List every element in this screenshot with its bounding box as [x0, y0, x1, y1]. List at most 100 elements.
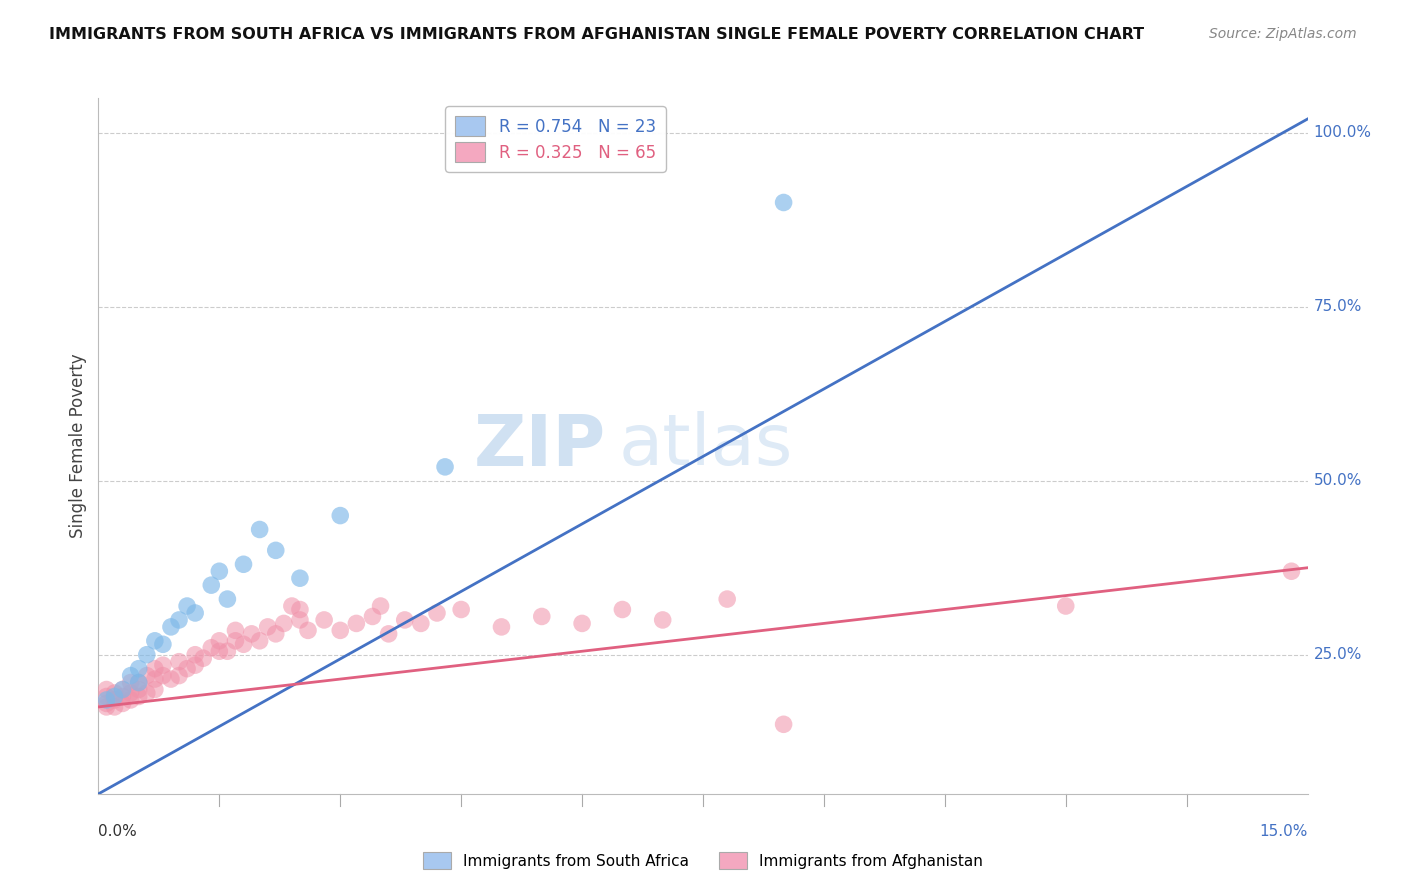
Point	[184, 606, 207, 620]
Point	[297, 624, 319, 638]
Point	[143, 672, 166, 686]
Point	[224, 633, 246, 648]
Point	[377, 627, 399, 641]
Point	[651, 613, 673, 627]
Point	[111, 697, 134, 711]
Point	[135, 686, 157, 700]
Point	[128, 662, 150, 676]
Text: IMMIGRANTS FROM SOUTH AFRICA VS IMMIGRANTS FROM AFGHANISTAN SINGLE FEMALE POVERT: IMMIGRANTS FROM SOUTH AFRICA VS IMMIGRAN…	[49, 27, 1144, 42]
Point	[111, 682, 134, 697]
Point	[103, 699, 125, 714]
Legend: Immigrants from South Africa, Immigrants from Afghanistan: Immigrants from South Africa, Immigrants…	[418, 846, 988, 875]
Point	[772, 195, 794, 210]
Point	[249, 523, 271, 537]
Point	[612, 602, 634, 616]
Point	[530, 609, 553, 624]
Point	[288, 602, 311, 616]
Point	[128, 682, 150, 697]
Point	[103, 693, 125, 707]
Text: 75.0%: 75.0%	[1313, 300, 1362, 314]
Point	[96, 682, 118, 697]
Point	[152, 637, 174, 651]
Point	[96, 699, 118, 714]
Point	[329, 508, 352, 523]
Text: 15.0%: 15.0%	[1260, 824, 1308, 839]
Point	[120, 675, 142, 690]
Point	[167, 655, 190, 669]
Point	[256, 620, 278, 634]
Point	[370, 599, 392, 613]
Point	[167, 668, 190, 682]
Point	[120, 693, 142, 707]
Point	[176, 662, 198, 676]
Point	[426, 606, 449, 620]
Point	[143, 662, 166, 676]
Point	[249, 633, 271, 648]
Text: 100.0%: 100.0%	[1313, 126, 1372, 140]
Point	[128, 675, 150, 690]
Point	[716, 592, 738, 607]
Point	[1054, 599, 1077, 613]
Point	[281, 599, 304, 613]
Text: ZIP: ZIP	[474, 411, 606, 481]
Point	[208, 564, 231, 578]
Point	[167, 613, 190, 627]
Point	[329, 624, 352, 638]
Point	[128, 675, 150, 690]
Text: 0.0%: 0.0%	[98, 824, 138, 839]
Point	[120, 686, 142, 700]
Point	[152, 668, 174, 682]
Text: atlas: atlas	[619, 411, 793, 481]
Y-axis label: Single Female Poverty: Single Female Poverty	[69, 354, 87, 538]
Point	[217, 644, 239, 658]
Point	[96, 693, 118, 707]
Legend: R = 0.754   N = 23, R = 0.325   N = 65: R = 0.754 N = 23, R = 0.325 N = 65	[446, 106, 666, 171]
Point	[152, 658, 174, 673]
Point	[103, 686, 125, 700]
Point	[208, 644, 231, 658]
Text: Source: ZipAtlas.com: Source: ZipAtlas.com	[1209, 27, 1357, 41]
Point	[200, 640, 222, 655]
Point	[217, 592, 239, 607]
Point	[264, 543, 287, 558]
Point	[143, 682, 166, 697]
Point	[394, 613, 416, 627]
Point	[184, 658, 207, 673]
Point	[193, 651, 215, 665]
Point	[571, 616, 593, 631]
Point	[288, 613, 311, 627]
Point	[143, 633, 166, 648]
Point	[111, 682, 134, 697]
Point	[434, 459, 457, 474]
Point	[96, 690, 118, 704]
Point	[409, 616, 432, 631]
Point	[1281, 564, 1303, 578]
Point	[160, 672, 183, 686]
Text: 25.0%: 25.0%	[1313, 648, 1362, 662]
Point	[264, 627, 287, 641]
Point	[120, 668, 142, 682]
Point	[103, 690, 125, 704]
Point	[111, 690, 134, 704]
Point	[176, 599, 198, 613]
Point	[273, 616, 295, 631]
Point	[184, 648, 207, 662]
Point	[224, 624, 246, 638]
Point	[135, 668, 157, 682]
Point	[96, 697, 118, 711]
Point	[314, 613, 336, 627]
Point	[200, 578, 222, 592]
Point	[772, 717, 794, 731]
Point	[240, 627, 263, 641]
Point	[232, 558, 254, 572]
Point	[450, 602, 472, 616]
Point	[208, 633, 231, 648]
Point	[128, 690, 150, 704]
Point	[232, 637, 254, 651]
Point	[361, 609, 384, 624]
Point	[160, 620, 183, 634]
Text: 50.0%: 50.0%	[1313, 474, 1362, 488]
Point	[288, 571, 311, 585]
Point	[344, 616, 367, 631]
Point	[491, 620, 513, 634]
